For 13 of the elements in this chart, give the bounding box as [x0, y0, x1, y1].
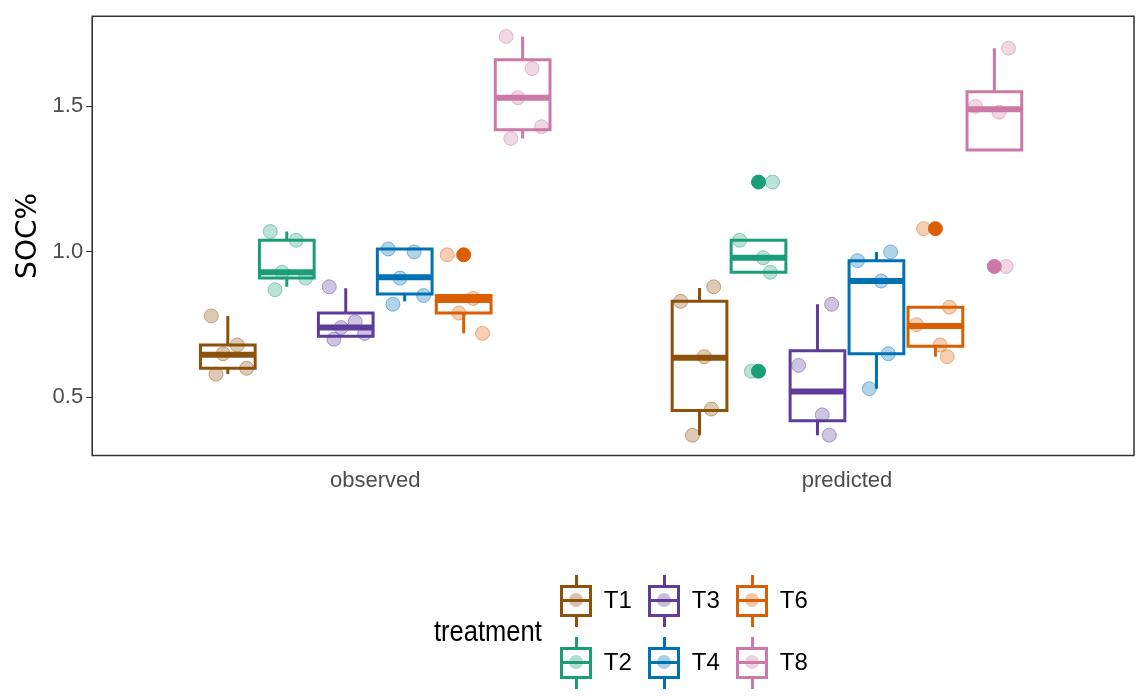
x-tick-label: observed	[329, 466, 421, 492]
x-tick-label: predicted	[801, 466, 893, 492]
y-axis-title: SOC%	[10, 192, 44, 279]
legend-label: T1	[603, 586, 632, 614]
legend-label: T2	[603, 648, 632, 676]
legend-label: T4	[691, 648, 720, 676]
y-tick-label: 1.0	[52, 237, 84, 263]
legend-title: treatment	[434, 614, 542, 648]
legend-label: T3	[691, 586, 720, 614]
legend-label: T8	[779, 648, 808, 676]
y-tick-label: 0.5	[52, 383, 84, 409]
legend-label: T6	[779, 586, 808, 614]
y-tick-label: 1.5	[52, 92, 84, 118]
